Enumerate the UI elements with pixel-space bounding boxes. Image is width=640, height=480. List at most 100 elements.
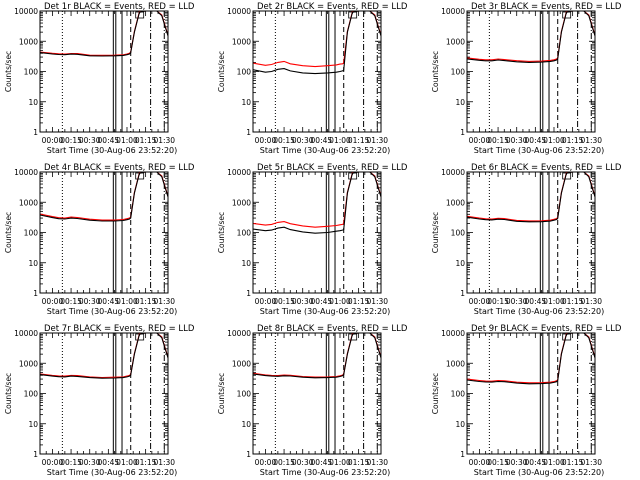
y-tick-label: 10000 [441, 329, 465, 338]
x-tick-label: 00:00 [42, 297, 64, 306]
x-axis-label: Start Time (30-Aug-06 23:52:20) [474, 307, 605, 316]
x-tick-label: 00:00 [42, 136, 64, 145]
y-tick-label: 1000 [232, 359, 251, 368]
y-tick-label: 100 [237, 229, 252, 238]
x-tick-label: 00:00 [469, 458, 491, 467]
panel-title: Det 3r BLACK = Events, RED = LLD [471, 2, 622, 12]
x-axis-label: Start Time (30-Aug-06 23:52:20) [260, 468, 391, 477]
x-tick-label: 00:30 [79, 297, 101, 306]
events-line [466, 171, 596, 223]
y-axis-label: Counts/sec [217, 373, 226, 414]
y-tick-label: 1000 [19, 37, 38, 46]
panel-det-8: Det 8r BLACK = Events, RED = LLD 1 10 100 10… [217, 324, 408, 477]
panel-title: Det 6r BLACK = Events, RED = LLD [471, 163, 622, 173]
x-tick-label: 00:15 [60, 458, 82, 467]
events-line [39, 10, 169, 57]
x-axis-label: Start Time (30-Aug-06 23:52:20) [474, 146, 605, 155]
x-tick-label: 00:15 [273, 458, 295, 467]
y-tick-label: 10 [28, 259, 38, 268]
y-tick-label: 100 [237, 390, 252, 399]
x-tick-label: 01:00 [116, 136, 138, 145]
x-tick-label: 01:15 [348, 297, 370, 306]
lld-line [252, 171, 382, 228]
panel-det-6: Det 6r BLACK = Events, RED = LLD 1 10 100 10… [431, 163, 622, 316]
y-tick-label: 100 [451, 229, 466, 238]
plot-frame [252, 171, 382, 294]
y-tick-label: 10 [455, 420, 465, 429]
plot-frame [252, 332, 382, 455]
events-line [39, 171, 169, 222]
x-tick-label: 00:45 [525, 136, 547, 145]
plot-frame [39, 10, 169, 133]
x-tick-label: 00:30 [506, 136, 528, 145]
x-tick-label: 01:15 [348, 458, 370, 467]
x-tick-label: 00:15 [273, 136, 295, 145]
x-tick-label: 00:45 [311, 458, 333, 467]
x-tick-label: 00:15 [487, 458, 509, 467]
y-tick-label: 1 [246, 289, 251, 298]
x-tick-label: 00:45 [98, 297, 120, 306]
y-tick-label: 1000 [446, 198, 465, 207]
x-axis-label: Start Time (30-Aug-06 23:52:20) [47, 307, 178, 316]
panel-title: Det 8r BLACK = Events, RED = LLD [257, 324, 408, 334]
y-tick-label: 1 [246, 450, 251, 459]
x-tick-label: 01:00 [543, 136, 565, 145]
x-tick-label: 01:30 [153, 458, 175, 467]
y-tick-label: 10000 [14, 7, 38, 16]
y-tick-label: 1 [460, 289, 465, 298]
y-axis-label: Counts/sec [217, 212, 226, 253]
panel-title: Det 5r BLACK = Events, RED = LLD [257, 163, 408, 173]
x-tick-label: 01:00 [329, 136, 351, 145]
lld-line [39, 332, 169, 379]
y-axis-label: Counts/sec [4, 373, 13, 414]
y-tick-label: 1 [460, 128, 465, 137]
x-axis-label: Start Time (30-Aug-06 23:52:20) [260, 146, 391, 155]
x-tick-label: 01:30 [153, 297, 175, 306]
y-tick-label: 10 [241, 420, 251, 429]
y-tick-label: 10 [455, 98, 465, 107]
y-tick-label: 10000 [441, 168, 465, 177]
plot-frame [252, 10, 382, 133]
plot-frame [39, 171, 169, 294]
y-axis-label: Counts/sec [431, 373, 440, 414]
lld-line [252, 10, 382, 68]
x-tick-label: 01:30 [366, 136, 388, 145]
y-tick-label: 1 [33, 450, 38, 459]
x-tick-label: 00:15 [60, 136, 82, 145]
x-tick-label: 00:00 [469, 297, 491, 306]
x-tick-label: 00:30 [506, 297, 528, 306]
x-tick-label: 01:15 [135, 136, 157, 145]
panel-det-1: Det 1r BLACK = Events, RED = LLD 1 10 100 10… [4, 2, 195, 155]
x-tick-label: 00:15 [487, 297, 509, 306]
x-tick-label: 00:45 [98, 136, 120, 145]
x-tick-label: 01:15 [562, 136, 584, 145]
x-tick-label: 01:00 [329, 297, 351, 306]
x-tick-label: 00:15 [487, 136, 509, 145]
y-tick-label: 100 [237, 68, 252, 77]
x-tick-label: 00:15 [60, 297, 82, 306]
x-tick-label: 01:30 [580, 136, 602, 145]
events-line [252, 332, 382, 379]
lld-line [39, 10, 169, 56]
lld-line [466, 332, 596, 384]
y-axis-label: Counts/sec [4, 212, 13, 253]
y-tick-label: 100 [451, 390, 466, 399]
y-axis-label: Counts/sec [217, 51, 226, 92]
panel-det-7: Det 7r BLACK = Events, RED = LLD 1 10 100 10… [4, 324, 195, 477]
x-tick-label: 01:30 [366, 458, 388, 467]
panel-title: Det 9r BLACK = Events, RED = LLD [471, 324, 622, 334]
x-tick-label: 00:00 [255, 136, 277, 145]
events-line [466, 332, 596, 385]
x-axis-label: Start Time (30-Aug-06 23:52:20) [260, 307, 391, 316]
x-tick-label: 00:00 [255, 297, 277, 306]
x-tick-label: 01:30 [580, 297, 602, 306]
y-tick-label: 100 [24, 68, 39, 77]
x-axis-label: Start Time (30-Aug-06 23:52:20) [47, 146, 178, 155]
y-tick-label: 1000 [232, 37, 251, 46]
events-line [466, 10, 596, 63]
lld-line [466, 171, 596, 222]
x-tick-label: 01:30 [366, 297, 388, 306]
y-axis-label: Counts/sec [4, 51, 13, 92]
x-tick-label: 00:30 [292, 136, 314, 145]
y-tick-label: 10 [28, 420, 38, 429]
